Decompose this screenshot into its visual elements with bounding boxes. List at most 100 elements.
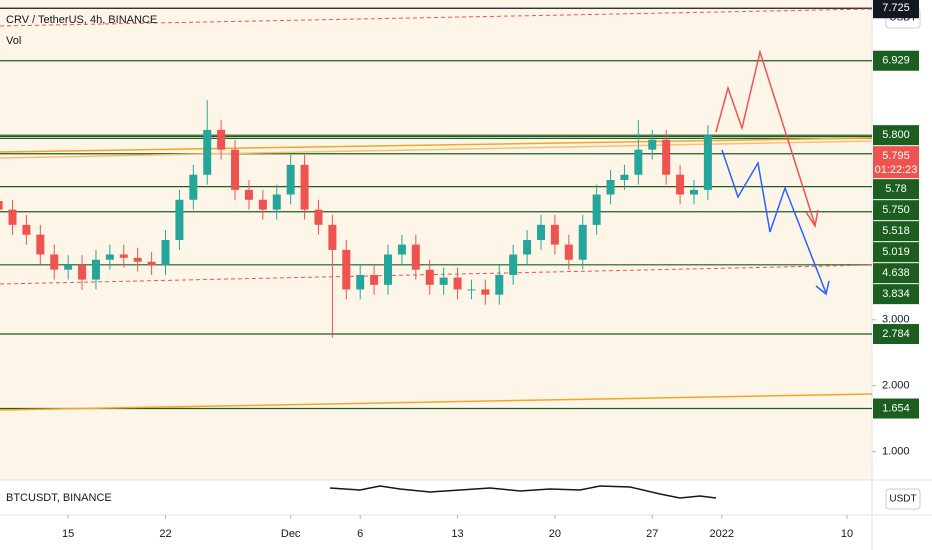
x-tick-label: 27: [646, 528, 658, 540]
candle-body: [314, 209, 323, 225]
compare-symbol: BTCUSDT, BINANCE: [6, 492, 112, 504]
trend-line: [0, 393, 873, 411]
level-badge: [873, 50, 919, 71]
x-tick-label: 22: [159, 528, 171, 540]
level-label: 6.929: [882, 55, 910, 67]
level-label: 7.725: [882, 2, 910, 14]
candle-body: [648, 139, 657, 150]
candle-body: [634, 149, 643, 175]
candle-body: [509, 254, 518, 275]
candle-body: [356, 274, 365, 290]
level-label: 5.019: [882, 246, 910, 258]
level-badge: [873, 125, 919, 146]
x-tick-label: 10: [841, 528, 853, 540]
compare-line: [329, 485, 717, 499]
candle-body: [342, 249, 351, 290]
compare-pane: [0, 480, 872, 515]
level-label: 5.750: [882, 204, 910, 216]
candle-body: [578, 224, 587, 260]
y-tick-label: 3.000: [882, 314, 910, 326]
plot-background: [0, 0, 872, 480]
candle-body: [0, 201, 3, 210]
candle-body: [231, 149, 240, 190]
candle-body: [133, 257, 142, 262]
candle-body: [662, 139, 671, 175]
candle-body: [50, 254, 59, 270]
x-tick-label: 13: [451, 528, 463, 540]
projection-red: [715, 49, 816, 226]
arrow-head: [815, 280, 830, 296]
level-label: 2.784: [882, 328, 910, 340]
y-tick-label: 2.000: [882, 380, 910, 392]
currency-label: USDT: [889, 494, 916, 505]
price-badge: [873, 146, 919, 179]
level-label: 3.834: [882, 288, 910, 300]
candle-body: [78, 265, 87, 280]
candle-body: [620, 174, 629, 180]
x-tick-label: 20: [549, 528, 561, 540]
currency-badge[interactable]: [885, 488, 921, 510]
candle-body: [703, 135, 712, 190]
level-badge: [873, 398, 919, 419]
level-label: 5.800: [882, 129, 910, 141]
projection-blue: [721, 149, 827, 294]
candle-body: [370, 274, 379, 285]
symbol-title: CRV / TetherUS, 4h, BINANCE: [6, 14, 157, 26]
level-badge: [873, 263, 919, 284]
candle-body: [439, 277, 448, 285]
trend-line: [0, 140, 873, 159]
level-badge: [873, 179, 919, 200]
indicator-label: Vol: [6, 35, 21, 47]
candle-body: [91, 259, 100, 280]
candle-body: [537, 224, 546, 240]
candle-body: [564, 244, 573, 260]
candle-body: [384, 254, 393, 285]
candle-body: [397, 244, 406, 255]
candle-body: [286, 164, 295, 195]
candle-body: [328, 224, 337, 250]
candle-body: [119, 254, 128, 258]
x-tick-label: 15: [62, 528, 74, 540]
candle-body: [425, 269, 434, 285]
x-tick-label: Dec: [281, 528, 301, 540]
candle-body: [523, 240, 532, 255]
candle-body: [217, 129, 226, 150]
level-badge: [873, 284, 919, 305]
x-tick-label: 6: [357, 528, 363, 540]
candle-body: [64, 265, 73, 270]
level-badge: [873, 200, 919, 221]
candle-body: [161, 240, 170, 266]
candle-body: [147, 261, 156, 266]
level-badge: [873, 324, 919, 345]
candle-body: [453, 277, 462, 290]
candle-body: [258, 199, 267, 210]
arrow-head: [805, 209, 819, 228]
candle-body: [411, 244, 420, 270]
trend-line: [0, 8, 873, 27]
price-label: 5.795: [882, 150, 910, 162]
candle-body: [689, 189, 698, 195]
level-label: 5.78: [885, 183, 906, 195]
candle-body: [481, 289, 490, 295]
candle-body: [175, 199, 184, 240]
level-label: 1.654: [882, 402, 910, 414]
candle-body: [105, 254, 114, 260]
candle-body: [22, 224, 31, 235]
candle-body: [189, 174, 198, 200]
y-tick-label: 1.000: [882, 446, 910, 458]
candle-body: [467, 289, 476, 291]
x-tick-label: 2022: [710, 528, 734, 540]
level-badge: [873, 242, 919, 263]
candle-body: [272, 194, 281, 210]
candle-body: [676, 174, 685, 195]
countdown-label: 01:22:23: [875, 164, 918, 176]
candle-body: [244, 189, 253, 200]
candle-body: [550, 224, 559, 245]
candle-body: [203, 129, 212, 175]
level-label: 4.638: [882, 267, 910, 279]
candle-body: [606, 180, 615, 195]
trend-line: [0, 137, 873, 153]
level-badge: [873, 0, 919, 19]
level-badge: [873, 221, 919, 242]
